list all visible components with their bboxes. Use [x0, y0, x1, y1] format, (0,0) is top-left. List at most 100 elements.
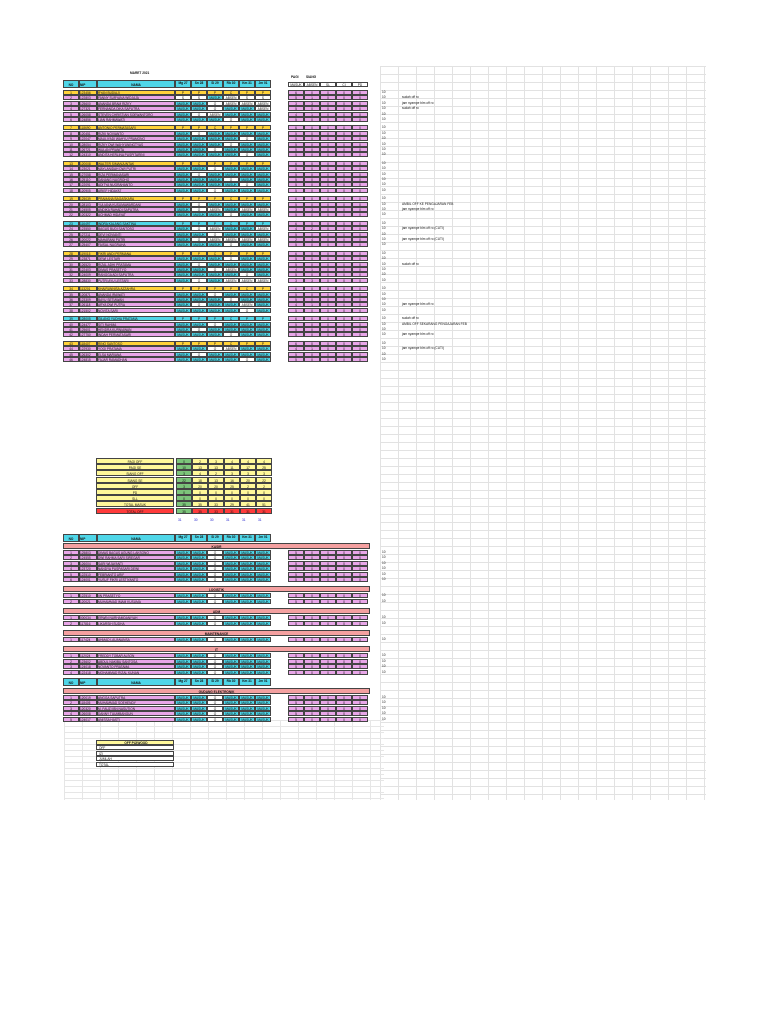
day-cell: O — [239, 136, 255, 142]
day-cell: O — [191, 171, 207, 177]
summary-cell: 5 — [288, 357, 304, 362]
day-cell: MASUK — [223, 302, 239, 308]
row-nip: 118405 — [79, 700, 97, 706]
summary-cell: 3 — [288, 100, 304, 106]
day-cell: O — [207, 700, 223, 706]
summary-value: 10 — [176, 464, 192, 471]
day-cell: MASUK — [255, 577, 271, 582]
row-no: 2 — [63, 598, 79, 604]
day-cell: MASUK — [239, 267, 255, 272]
summary-cell: 0 — [352, 711, 368, 717]
summary-cell: 0 — [320, 141, 336, 147]
summary-block-row: SLL 0 0 0 0 0 0 — [96, 495, 272, 502]
row-count: 10 — [382, 226, 386, 231]
day-cell: P — [239, 90, 255, 95]
row-nama: ANANDA BRAM RIZKY — [97, 100, 175, 106]
summary-cell: 0 — [304, 653, 320, 659]
summary-block-row: PAGI OFF 0 2 3 4 4 4 — [96, 458, 272, 464]
row-nama: HENDRA KURNIAWAN — [97, 327, 175, 332]
day-cell: MASUK — [223, 577, 239, 582]
day-cell: MASUK — [175, 177, 191, 182]
day-cell: MASUK — [223, 111, 239, 117]
summary-cell: 0 — [304, 201, 320, 207]
row-count: 10 — [382, 291, 386, 296]
row-count: 10 — [382, 620, 386, 625]
summary-value: 0 — [224, 489, 240, 495]
day-cell: P — [255, 220, 271, 226]
day-cell: MASUK — [223, 201, 239, 207]
row-no: 14 — [63, 166, 79, 172]
summary-foot: 31 — [258, 518, 262, 522]
row-nama: MAHARANI PUTRI — [97, 237, 175, 242]
row-note: sudah off ro — [402, 95, 419, 100]
row-nip: 127321 — [79, 106, 97, 112]
day-cell: MASUK — [191, 560, 207, 566]
summary-cell: 0 — [352, 147, 368, 152]
day-cell: MASUK — [175, 212, 191, 218]
day-cell: O — [239, 272, 255, 278]
row-count: 10 — [382, 711, 386, 716]
summary-cell: 0 — [336, 267, 352, 272]
summary-cell: 0 — [352, 187, 368, 193]
day-cell: MASUK — [239, 212, 255, 218]
summary-cell: 0 — [320, 286, 336, 292]
day-cell: P — [255, 286, 271, 292]
summary-cell: 0 — [336, 711, 352, 717]
header-day: Mg 27 — [175, 80, 191, 88]
row-no: 27 — [63, 242, 79, 248]
logistik-row: 2 120021 MUHAMMAD IMAM KUSUMA MASUK MASUK O MA… — [63, 598, 273, 604]
day-cell: O — [191, 130, 207, 136]
day-cell: MASUK — [191, 598, 207, 604]
day-cell: O — [207, 711, 223, 717]
row-no: 5 — [63, 716, 79, 722]
summary-value: 22 — [256, 476, 272, 483]
right-header-cell: SL — [320, 82, 336, 87]
day-cell: O — [191, 351, 207, 357]
day-cell: MASUK — [255, 136, 271, 142]
summary-cell: 0 — [320, 130, 336, 136]
day-cell: ABSEN — [255, 207, 271, 212]
summary-cell: 0 — [304, 297, 320, 302]
row-no: 9 — [63, 136, 79, 142]
day-cell: MASUK — [255, 152, 271, 158]
table-row: 7 118690 ANTONIO PERMATASARI P P C P P P — [63, 125, 273, 131]
day-cell: MASUK — [223, 620, 239, 626]
row-nama: ADITYA NUGRAHANTO — [97, 182, 175, 188]
summary-cell: 0 — [320, 340, 336, 346]
summary-cell: 0 — [320, 577, 336, 582]
row-count: 10 — [382, 207, 386, 211]
right-header-cell: ABSEN — [304, 82, 320, 87]
row-nip: 118407 — [79, 340, 97, 346]
row-count: 10 — [382, 201, 386, 206]
row-count: 10 — [382, 130, 386, 135]
gudang-row: 1 120019 ANGGA SAPUTRA MASUK MASUK O MASUK MASU… — [63, 695, 273, 700]
summary-cell: 0 — [336, 566, 352, 572]
day-cell: MASUK — [255, 187, 271, 193]
summary-cell: 0 — [304, 357, 320, 362]
summary-cell: 0 — [320, 695, 336, 700]
day-cell: MASUK — [223, 555, 239, 561]
summary-cell: 0 — [304, 316, 320, 322]
row-nama: IIN PRASETYO — [97, 593, 175, 599]
table-row: 1 123456 RYAN BUDIAJI P P P C P P — [63, 90, 273, 95]
day-cell: MASUK — [255, 297, 271, 302]
row-note: AMBIL OFF SEKARANG PENGAJARAN FEB — [402, 321, 467, 326]
row-nip: 117424 — [79, 637, 97, 642]
summary-cell: 2 — [288, 237, 304, 242]
row-count: 10 — [382, 250, 386, 255]
row-nama: PUTRI AYU LESTARI — [97, 277, 175, 283]
summary-foot: 31 — [242, 518, 246, 522]
summary-cell: 6 — [288, 160, 304, 166]
day-cell: MASUK — [223, 291, 239, 297]
summary-cell: 6 — [288, 340, 304, 346]
day-cell: P — [239, 196, 255, 202]
summary-cell: 5 — [288, 351, 304, 357]
table-row: 38 121502 NOVITA SARI MASUK MASUK MASUK MASUK O… — [63, 307, 273, 313]
day-cell: MASUK — [223, 695, 239, 700]
